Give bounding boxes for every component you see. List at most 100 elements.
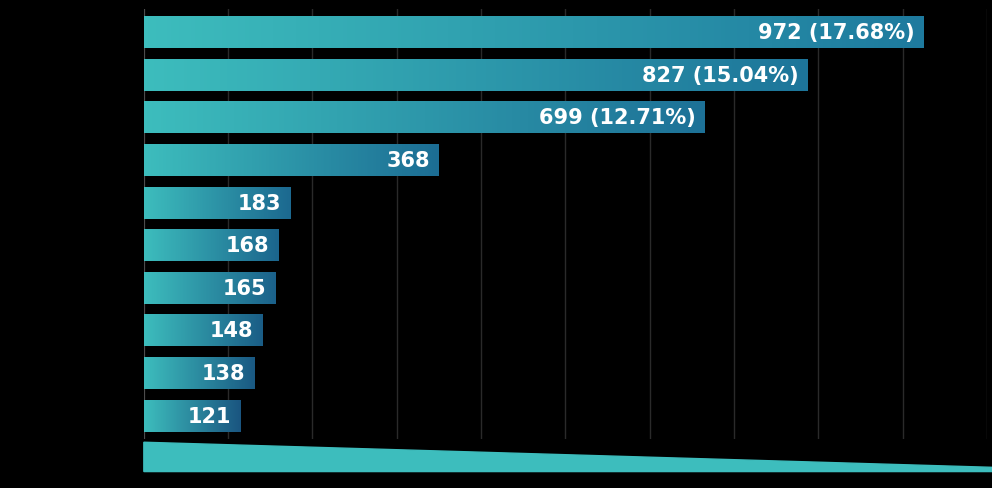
Bar (425, 102, 428, 134)
Bar (316, 145, 318, 177)
Bar (394, 17, 398, 49)
Bar (223, 145, 225, 177)
Bar (147, 60, 151, 92)
Bar (846, 17, 850, 49)
Bar (439, 60, 442, 92)
Bar (242, 102, 245, 134)
Bar (262, 145, 264, 177)
Bar (217, 102, 219, 134)
Bar (579, 102, 581, 134)
Bar (237, 145, 238, 177)
Bar (403, 60, 406, 92)
Bar (330, 145, 331, 177)
Bar (529, 102, 531, 134)
Bar (529, 60, 533, 92)
Bar (280, 60, 284, 92)
Bar (399, 102, 402, 134)
Bar (290, 145, 292, 177)
Bar (410, 17, 413, 49)
Bar (332, 102, 334, 134)
Bar (567, 102, 570, 134)
Bar (358, 145, 359, 177)
Bar (427, 60, 430, 92)
Bar (758, 60, 762, 92)
Bar (153, 145, 154, 177)
Bar (349, 145, 351, 177)
Bar (530, 17, 534, 49)
Bar (236, 102, 239, 134)
Bar (663, 17, 667, 49)
Bar (396, 60, 400, 92)
Bar (612, 60, 615, 92)
Bar (503, 17, 507, 49)
Bar (889, 17, 893, 49)
Bar (360, 102, 363, 134)
Bar (749, 17, 753, 49)
Bar (363, 102, 366, 134)
Bar (158, 102, 161, 134)
Bar (184, 145, 186, 177)
Bar (400, 145, 401, 177)
Bar (675, 102, 678, 134)
Bar (222, 145, 223, 177)
Bar (762, 60, 765, 92)
Bar (599, 60, 602, 92)
Bar (858, 17, 862, 49)
Bar (402, 102, 405, 134)
Bar (765, 60, 768, 92)
Bar (772, 60, 775, 92)
Bar (672, 102, 675, 134)
Bar (605, 60, 609, 92)
Bar (240, 145, 241, 177)
Bar (241, 17, 245, 49)
Bar (214, 145, 216, 177)
Bar (144, 60, 147, 92)
Bar (329, 60, 333, 92)
Bar (343, 145, 345, 177)
Bar (356, 60, 360, 92)
Bar (349, 102, 351, 134)
Bar (561, 17, 565, 49)
Bar (253, 17, 257, 49)
Bar (305, 145, 307, 177)
Bar (874, 17, 878, 49)
Bar (154, 60, 157, 92)
Bar (472, 102, 475, 134)
Bar (495, 102, 497, 134)
Bar (509, 102, 512, 134)
Bar (251, 102, 253, 134)
Bar (456, 17, 460, 49)
Bar (469, 102, 472, 134)
Bar (815, 17, 819, 49)
Bar (741, 17, 745, 49)
Bar (354, 17, 358, 49)
Bar (177, 145, 178, 177)
Bar (293, 102, 296, 134)
Bar (622, 60, 625, 92)
Bar (416, 60, 420, 92)
Bar (640, 17, 644, 49)
Bar (228, 102, 231, 134)
Bar (590, 102, 593, 134)
Bar (655, 60, 659, 92)
Bar (157, 60, 161, 92)
Bar (421, 145, 422, 177)
Bar (621, 102, 624, 134)
Bar (516, 60, 519, 92)
Bar (709, 17, 713, 49)
Bar (433, 60, 436, 92)
Bar (378, 17, 382, 49)
Bar (585, 17, 589, 49)
Bar (360, 60, 363, 92)
Bar (169, 102, 172, 134)
Bar (486, 60, 489, 92)
Bar (347, 17, 351, 49)
Bar (307, 60, 310, 92)
Bar (222, 17, 226, 49)
Bar (293, 17, 296, 49)
Bar (691, 102, 694, 134)
Bar (351, 145, 352, 177)
Bar (331, 145, 333, 177)
Bar (695, 60, 698, 92)
Bar (805, 60, 807, 92)
